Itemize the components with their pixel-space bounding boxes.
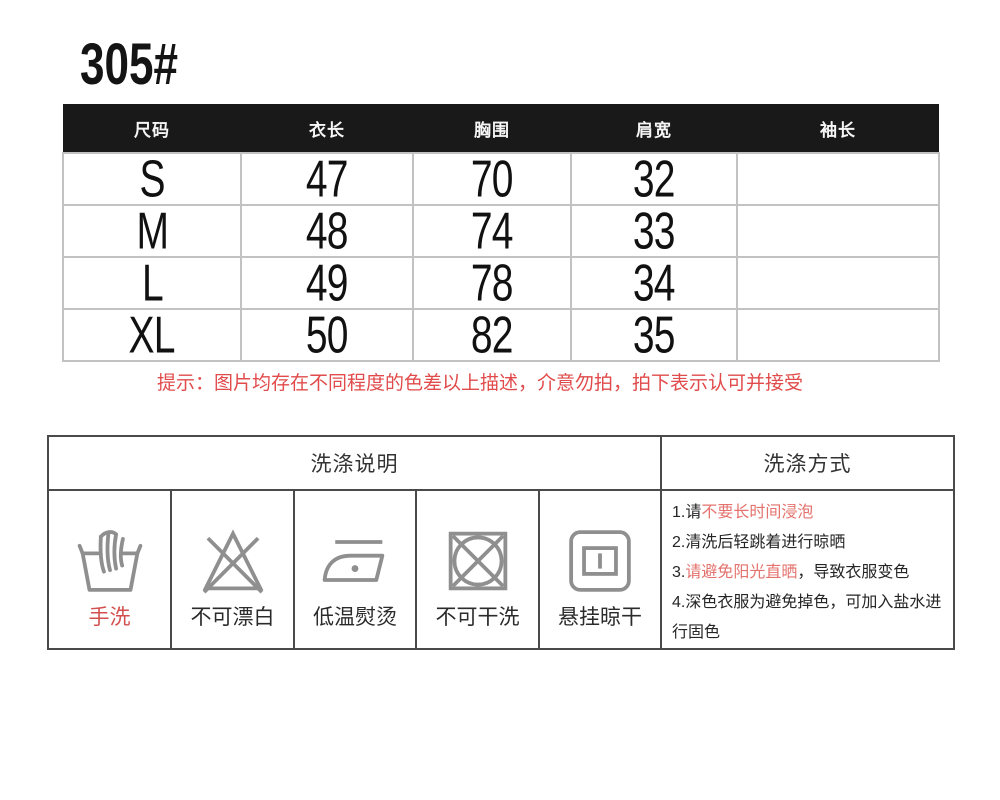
shoulder-col-header: 肩宽: [571, 104, 737, 153]
washing-instructions-header: 洗涤说明: [310, 453, 399, 476]
care-symbol-cell: 不可漂白: [170, 489, 295, 650]
care-symbol-cell: 悬挂晾干: [538, 489, 662, 650]
care-note-text: ，导致衣服变色: [797, 564, 910, 581]
washing-method-notes: 1.请不要长时间浸泡 2.清洗后轻跳着进行晾晒 3.请避免阳光直晒，导致衣服变色…: [662, 491, 953, 648]
washing-method-cell: 1.请不要长时间浸泡 2.清洗后轻跳着进行晾晒 3.请避免阳光直晒，导致衣服变色…: [660, 489, 955, 650]
care-symbol-label: 不可干洗: [435, 605, 520, 629]
size-table: 尺码 衣长 胸围 肩宽 袖长 S 47 70 32 M 48 74 33: [62, 104, 940, 362]
size-value: L: [141, 253, 164, 313]
bust-value: 78: [471, 253, 514, 313]
washing-method-header: 洗涤方式: [763, 453, 852, 476]
do-not-dry-clean-icon: [448, 531, 507, 590]
length-value: 49: [306, 253, 349, 313]
care-note: 1.请不要长时间浸泡: [672, 498, 943, 528]
care-symbol-label: 悬挂晾干: [558, 605, 642, 629]
table-row: M 48 74 33: [62, 201, 940, 261]
shoulder-value: 35: [633, 305, 676, 365]
table-row: S 47 70 32: [62, 149, 940, 209]
care-note-highlight: 不要长时间浸泡: [701, 504, 814, 521]
length-value: 47: [306, 149, 349, 209]
care-symbol-cell: 低温熨烫: [293, 489, 417, 650]
care-symbol-label: 不可漂白: [190, 605, 275, 629]
size-col-header: 尺码: [63, 104, 241, 153]
shoulder-value: 34: [633, 253, 676, 313]
sleeve-col-header: 袖长: [737, 104, 939, 153]
care-symbol-label: 手洗: [88, 605, 131, 629]
care-note: 2.清洗后轻跳着进行晾晒: [672, 528, 943, 558]
care-note: 4.深色衣服为避免掉色，可加入盐水进行固色: [672, 588, 943, 648]
bust-value: 82: [471, 305, 514, 365]
product-code: 305#: [80, 32, 179, 97]
length-col-header: 衣长: [241, 104, 413, 153]
size-value: M: [136, 201, 168, 261]
bust-col-header: 胸围: [413, 104, 571, 153]
length-value: 50: [306, 305, 349, 365]
length-value: 48: [306, 201, 349, 261]
care-note-text: 1.请: [672, 504, 702, 521]
size-value: XL: [128, 305, 176, 365]
care-symbols-row: 手洗 不可漂白: [47, 489, 955, 650]
bust-value: 70: [471, 149, 514, 209]
care-note-text: 2.清洗后轻跳着进行晾晒: [672, 534, 846, 551]
color-difference-notice: 提示：图片均存在不同程度的色差以上描述，介意勿拍，拍下表示认可并接受: [157, 373, 804, 394]
hand-wash-icon: [77, 529, 142, 592]
size-value: S: [139, 149, 165, 209]
care-note-text: 4.深色衣服为避免掉色，可加入盐水进行固色: [672, 594, 942, 641]
bust-value: 74: [471, 201, 514, 261]
care-symbol-cell: 不可干洗: [415, 489, 540, 650]
size-table-header-row: 尺码 衣长 胸围 肩宽 袖长: [63, 104, 939, 153]
care-symbol-cell: 手洗: [47, 489, 172, 650]
care-table-header-row: 洗涤说明 洗涤方式: [47, 435, 955, 491]
table-row: XL 50 82 35: [62, 305, 940, 365]
hang-dry-icon: [569, 529, 631, 592]
care-note: 3.请避免阳光直晒，导致衣服变色: [672, 558, 943, 588]
do-not-bleach-icon: [202, 528, 263, 594]
low-temp-iron-icon: [322, 539, 385, 582]
care-note-text: 3.: [672, 564, 686, 581]
shoulder-value: 33: [633, 201, 676, 261]
table-row: L 49 78 34: [62, 253, 940, 313]
shoulder-value: 32: [633, 149, 676, 209]
care-note-highlight: 请避免阳光直晒: [685, 564, 798, 581]
care-symbol-label: 低温熨烫: [313, 605, 397, 629]
care-instructions-table: 洗涤说明 洗涤方式 手洗: [47, 435, 955, 650]
